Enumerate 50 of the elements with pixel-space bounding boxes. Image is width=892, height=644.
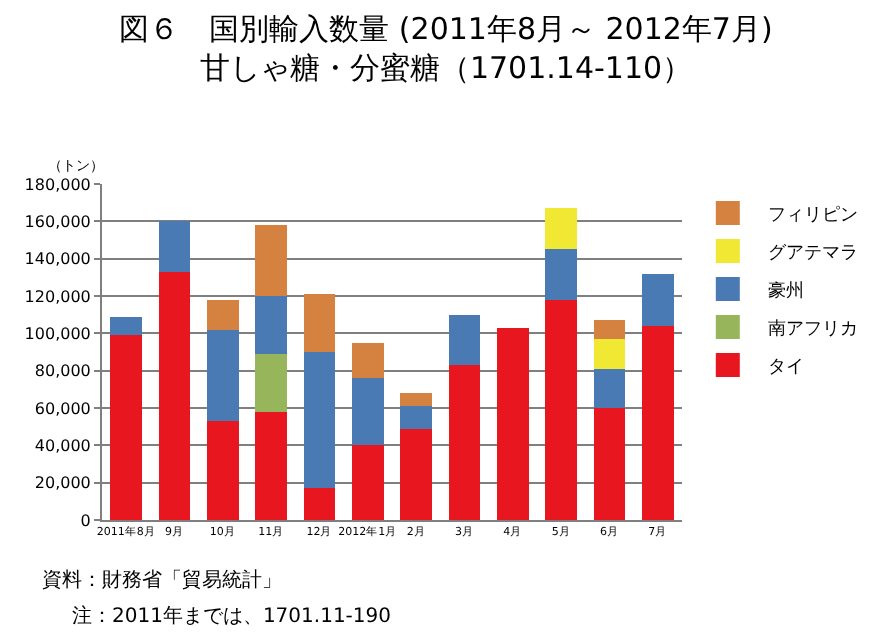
legend-label: 豪州 — [767, 280, 804, 303]
chart-title: 図６ 国別輸入数量 (2011年8月～ 2012年7月) 甘しゃ糖・分蜜糖（1701.14-110） — [119, 10, 773, 86]
y-tick-label: 100,000 — [24, 324, 91, 343]
bar — [303, 352, 336, 489]
bar — [207, 299, 239, 330]
bar — [545, 208, 577, 250]
y-tick-label: 180,000 — [24, 175, 91, 194]
bar — [255, 225, 287, 296]
bar — [207, 329, 239, 422]
bar — [352, 342, 384, 379]
bar — [158, 271, 191, 520]
bar — [400, 393, 432, 407]
bar — [303, 488, 336, 520]
y-tick-label: 120,000 — [24, 287, 91, 306]
text: 資料：財務省「貿易統計」 — [42, 568, 282, 592]
bar — [158, 221, 191, 272]
bar — [110, 335, 142, 520]
bar — [642, 273, 674, 326]
legend-label: タイ — [767, 358, 804, 379]
bar — [448, 365, 481, 520]
y-tick-label: 60,000 — [34, 399, 91, 418]
bar — [497, 327, 529, 520]
bar — [593, 338, 626, 369]
legend-label: フィリピン — [767, 204, 858, 227]
bar — [352, 445, 384, 520]
bar — [110, 316, 142, 336]
bar — [593, 320, 626, 339]
bar — [593, 368, 626, 408]
bar — [352, 378, 384, 446]
bar — [255, 411, 287, 520]
y-tick-label: 20,000 — [34, 474, 91, 493]
bar — [593, 408, 626, 520]
y-tick-label: 160,000 — [24, 212, 91, 231]
y-tick-label: 80,000 — [34, 362, 91, 381]
y-tick-label: 40,000 — [34, 436, 91, 455]
bar — [400, 406, 432, 429]
bar — [255, 353, 287, 412]
bar — [448, 314, 481, 366]
bar — [545, 249, 577, 300]
bar — [642, 325, 674, 520]
bar — [255, 296, 287, 354]
legend-label: グアテマラ — [767, 242, 858, 265]
bar — [400, 428, 432, 520]
bar — [207, 421, 239, 520]
bar — [545, 299, 577, 520]
y-tick-label: 0 — [80, 511, 91, 530]
y-tick-label: 140,000 — [24, 250, 91, 269]
text: 注：2011年までは、1701.11-190 — [72, 604, 391, 628]
bar — [303, 294, 336, 352]
legend-label: 南アフリカ — [767, 318, 858, 341]
